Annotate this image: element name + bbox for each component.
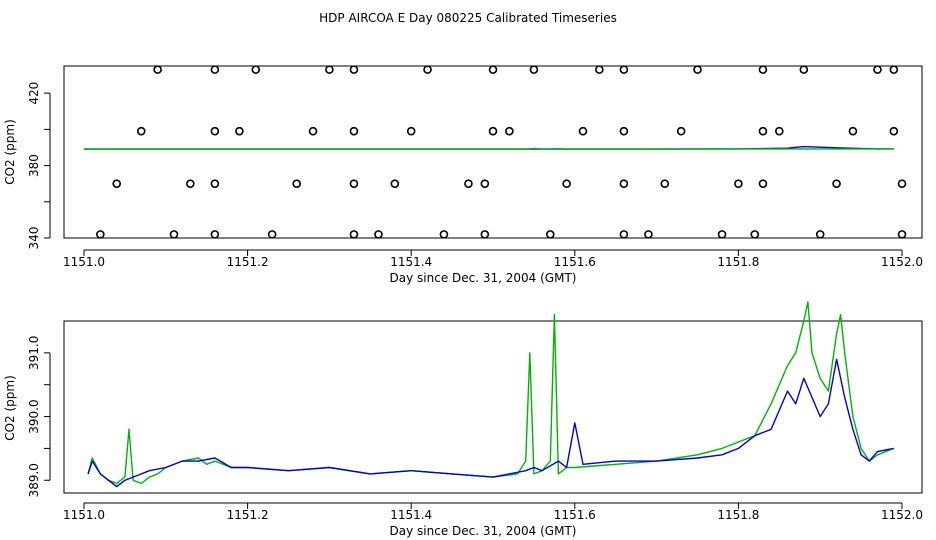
data-point-circle — [325, 65, 334, 74]
data-point-circle — [423, 65, 432, 74]
top-panel: Day since Dec. 31, 2004 (GMT) CO2 (ppm) … — [3, 65, 923, 285]
data-point-circle — [897, 230, 907, 239]
top-y-axis-label: CO2 (ppm) — [3, 119, 17, 185]
data-point-circle — [750, 230, 760, 239]
bottom-x-tick-label: 1151.4 — [390, 508, 432, 522]
bottom-plot-frame — [63, 320, 923, 494]
data-point-circle — [488, 126, 498, 136]
data-point-circle — [186, 179, 195, 188]
data-point-circle — [832, 179, 841, 188]
data-point-circle — [210, 230, 220, 239]
chart-title: HDP AIRCOA E Day 080225 Calibrated Times… — [319, 11, 617, 25]
data-point-circle — [619, 179, 629, 188]
data-point-circle — [693, 65, 702, 74]
bottom-x-axis-label: Day since Dec. 31, 2004 (GMT) — [390, 524, 577, 538]
data-point-circle — [758, 65, 768, 74]
data-point-circle — [169, 230, 179, 239]
data-point-circle — [480, 179, 490, 188]
data-point-circle — [505, 126, 514, 136]
data-point-circle — [562, 179, 571, 188]
data-point-circle — [873, 65, 882, 74]
data-point-circle — [251, 65, 261, 74]
data-point-circle — [529, 65, 539, 74]
top-axes: 1151.0 1151.2 1151.4 1151.6 1151.8 1152.0 340 3… — [27, 82, 923, 269]
data-point-circle — [439, 230, 449, 239]
bottom-x-tick-label: 1151.0 — [63, 508, 105, 522]
data-point-circle — [676, 126, 686, 136]
data-point-circle — [758, 179, 768, 188]
top-x-axis-label: Day since Dec. 31, 2004 (GMT) — [390, 271, 577, 285]
bottom-x-tick-label: 1151.2 — [227, 508, 269, 522]
data-point-circle — [545, 230, 555, 239]
data-point-circle — [889, 126, 899, 136]
bottom-y-tick-label: 389.0 — [27, 463, 41, 497]
data-point-circle — [644, 230, 653, 239]
data-point-circle — [774, 126, 784, 136]
bottom-marks — [87, 301, 895, 488]
data-point-circle — [349, 230, 359, 239]
top-x-tick-label: 1151.0 — [63, 255, 105, 269]
data-point-circle — [267, 230, 277, 239]
bottom-x-tick-label: 1152.0 — [881, 508, 923, 522]
data-point-circle — [619, 65, 629, 74]
top-y-tick-label: 420 — [27, 82, 41, 105]
data-point-circle — [406, 126, 416, 136]
top-marks — [84, 65, 907, 239]
data-point-circle — [799, 65, 809, 74]
top-y-tick-label: 380 — [27, 154, 41, 177]
top-series-line-2 — [84, 147, 894, 150]
data-point-circle — [235, 126, 244, 136]
top-x-tick-label: 1151.8 — [717, 255, 759, 269]
bottom-y-tick-label: 391.0 — [27, 336, 41, 370]
data-point-circle — [210, 65, 220, 74]
data-point-circle — [815, 230, 825, 239]
bottom-x-tick-label: 1151.8 — [717, 508, 759, 522]
top-x-tick-label: 1152.0 — [881, 255, 923, 269]
top-x-tick-label: 1151.4 — [390, 255, 432, 269]
bottom-series-line-1 — [87, 301, 895, 485]
data-point-circle — [390, 179, 400, 188]
bottom-panel: Day since Dec. 31, 2004 (GMT) CO2 (ppm) … — [3, 301, 923, 538]
data-point-circle — [153, 65, 162, 74]
data-point-circle — [112, 179, 122, 188]
data-point-circle — [758, 126, 768, 136]
data-point-circle — [210, 179, 220, 188]
data-point-circle — [734, 179, 743, 188]
data-point-circle — [889, 65, 899, 74]
data-point-circle — [292, 179, 301, 188]
top-plot-frame — [63, 65, 923, 239]
data-point-circle — [717, 230, 727, 239]
data-point-circle — [349, 126, 359, 136]
data-point-circle — [619, 230, 629, 239]
data-point-circle — [210, 126, 220, 136]
bottom-axes: 1151.0 1151.2 1151.4 1151.6 1151.8 1152.0 389.… — [27, 336, 923, 522]
top-y-tick-label: 340 — [27, 227, 41, 250]
bottom-y-axis-label: CO2 (ppm) — [3, 375, 17, 441]
data-point-circle — [374, 230, 383, 239]
data-point-circle — [897, 179, 907, 188]
bottom-y-tick-label: 390.0 — [27, 399, 41, 433]
data-point-circle — [660, 179, 670, 188]
data-point-circle — [96, 230, 105, 239]
data-point-circle — [136, 126, 146, 136]
top-x-tick-label: 1151.6 — [554, 255, 596, 269]
bottom-series-line-2 — [87, 358, 894, 488]
data-point-circle — [578, 126, 588, 136]
data-point-circle — [848, 126, 858, 136]
data-point-circle — [619, 126, 629, 136]
top-x-tick-label: 1151.2 — [227, 255, 269, 269]
data-point-circle — [349, 179, 359, 188]
data-point-circle — [488, 65, 498, 74]
data-point-circle — [464, 179, 473, 188]
bottom-x-tick-label: 1151.6 — [554, 508, 596, 522]
data-point-circle — [480, 230, 490, 239]
data-point-circle — [595, 65, 604, 74]
data-point-circle — [308, 126, 318, 136]
data-point-circle — [349, 65, 359, 74]
